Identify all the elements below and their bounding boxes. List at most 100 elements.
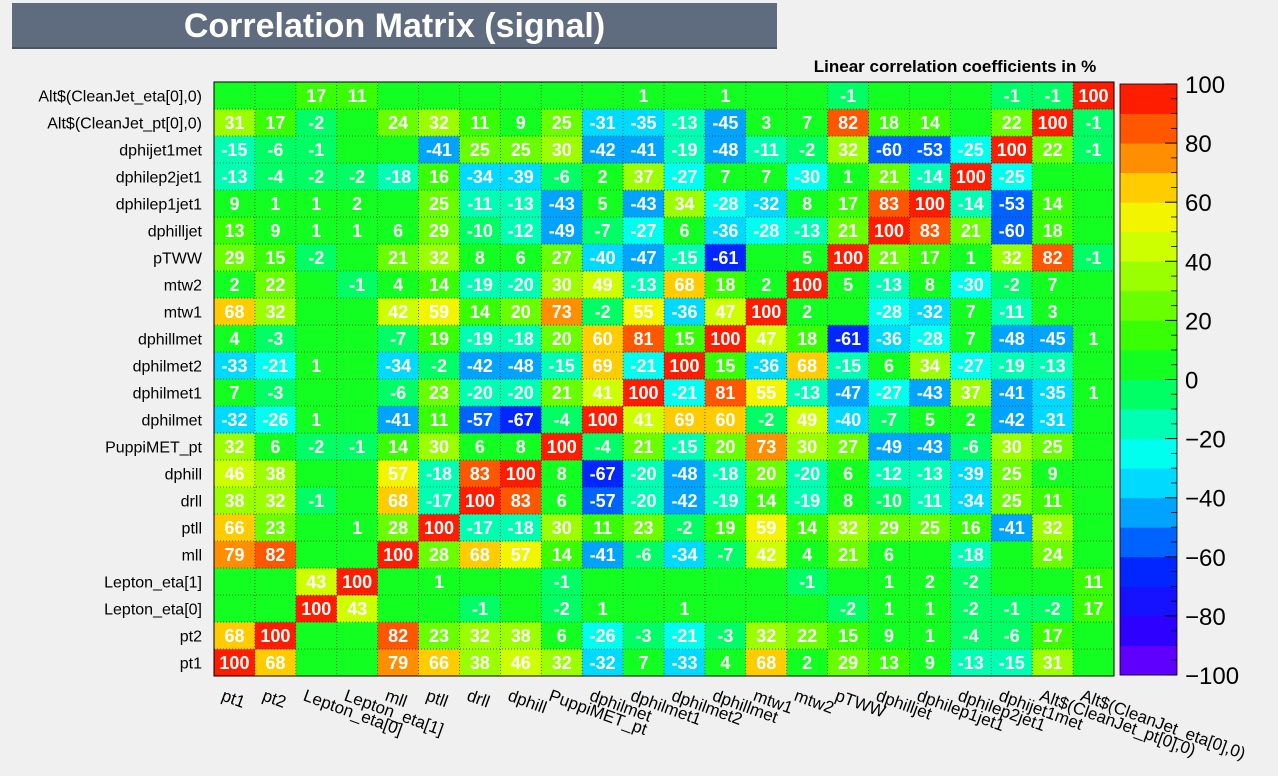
cell-value-label: 11 xyxy=(593,518,612,538)
heatmap-cell xyxy=(909,514,951,542)
heatmap-cell xyxy=(950,352,992,380)
heatmap-cell xyxy=(541,568,583,596)
heatmap-cell xyxy=(745,406,788,434)
heatmap-cell xyxy=(745,595,788,623)
heatmap-cell xyxy=(377,271,419,299)
heatmap-cell xyxy=(950,622,992,650)
heatmap-cell xyxy=(377,622,419,650)
heatmap-cell xyxy=(254,217,297,245)
cell-value-label: 25 xyxy=(1002,464,1022,484)
heatmap-cell xyxy=(336,325,378,353)
cell-value-label: -13 xyxy=(794,383,820,403)
heatmap-cell xyxy=(745,568,788,596)
cell-value-label: -21 xyxy=(671,626,697,646)
cell-value-label: 49 xyxy=(593,275,613,295)
heatmap-cell xyxy=(214,379,256,407)
cell-value-label: -13 xyxy=(631,275,657,295)
cell-value-label: -40 xyxy=(590,248,616,268)
cell-value-label: 7 xyxy=(720,167,730,187)
cell-value-label: 100 xyxy=(915,194,945,214)
heatmap-cell xyxy=(295,406,338,434)
heatmap-cell xyxy=(1032,190,1074,218)
heatmap-cell xyxy=(827,595,869,623)
cell-value-label: 14 xyxy=(470,302,490,322)
cell-value-label: -33 xyxy=(221,356,247,376)
heatmap-cell xyxy=(623,109,665,137)
heatmap-cell xyxy=(336,82,378,110)
plot-frame xyxy=(213,81,1115,677)
cell-value-label: -1 xyxy=(308,140,324,160)
heatmap-cell xyxy=(704,244,747,272)
cell-value-label: 11 xyxy=(1043,491,1062,511)
cell-value-label: 15 xyxy=(838,626,858,646)
heatmap-cell xyxy=(664,460,706,488)
cell-value-label: -1 xyxy=(1086,248,1102,268)
cell-value-label: -28 xyxy=(753,221,779,241)
palette-bin xyxy=(1120,143,1177,174)
cell-value-label: -41 xyxy=(631,140,657,160)
heatmap-cell xyxy=(541,514,583,542)
palette-bin xyxy=(1120,527,1177,558)
heatmap-cell xyxy=(664,136,706,164)
heatmap-cell xyxy=(745,487,788,515)
cell-value-label: 21 xyxy=(879,167,899,187)
heatmap-cell xyxy=(336,568,378,596)
heatmap-cell xyxy=(950,325,992,353)
cell-value-label: 30 xyxy=(797,437,817,457)
heatmap-cell xyxy=(1032,433,1074,461)
cell-value-label: 100 xyxy=(1079,86,1109,106)
cell-value-label: -27 xyxy=(631,221,657,241)
heatmap-cell xyxy=(868,595,910,623)
heatmap-cell xyxy=(582,379,624,407)
y-tick-label: pt2 xyxy=(180,629,202,646)
heatmap-cell xyxy=(500,271,542,299)
y-tick-label: PuppiMET_pt xyxy=(105,440,202,457)
heatmap-cell xyxy=(254,379,297,407)
cell-value-label: -36 xyxy=(753,356,779,376)
cell-value-label: 32 xyxy=(1043,518,1063,538)
heatmap-cell xyxy=(214,649,256,677)
cell-value-label: 32 xyxy=(756,626,776,646)
heatmap-cell xyxy=(827,217,869,245)
heatmap-cell xyxy=(704,163,747,191)
heatmap-cell xyxy=(868,136,910,164)
palette-bin xyxy=(1120,320,1177,351)
cell-value-label: 18 xyxy=(715,275,735,295)
heatmap-cell xyxy=(541,298,583,326)
x-tick-label: mtw2 xyxy=(792,686,837,718)
cell-value-label: -2 xyxy=(349,167,365,187)
heatmap-cell xyxy=(582,433,624,461)
cell-value-label: 100 xyxy=(629,383,659,403)
cell-value-label: -2 xyxy=(676,518,692,538)
heatmap-cell xyxy=(868,433,910,461)
heatmap-cell xyxy=(909,109,951,137)
heatmap-cell xyxy=(950,82,992,110)
heatmap-cell xyxy=(418,109,460,137)
cell-value-label: 1 xyxy=(598,599,608,619)
cell-value-label: 1 xyxy=(434,572,444,592)
heatmap-cell xyxy=(336,433,378,461)
palette-bin xyxy=(1120,586,1177,617)
cell-value-label: 16 xyxy=(429,167,449,187)
heatmap-cell xyxy=(295,190,338,218)
cell-value-label: 14 xyxy=(756,491,776,511)
palette-bin xyxy=(1120,615,1177,646)
cell-value-label: 6 xyxy=(557,491,567,511)
cell-value-label: -7 xyxy=(390,329,406,349)
heatmap-cell xyxy=(704,325,747,353)
cell-value-label: -1 xyxy=(799,572,815,592)
heatmap-cell xyxy=(418,352,460,380)
heatmap-cell xyxy=(582,244,624,272)
heatmap-cell xyxy=(541,82,583,110)
cell-value-label: 13 xyxy=(879,653,899,673)
heatmap-cell xyxy=(868,514,910,542)
heatmap-cell xyxy=(541,190,583,218)
heatmap-cell xyxy=(745,136,788,164)
cell-value-label: -6 xyxy=(963,437,979,457)
cell-value-label: 82 xyxy=(388,626,408,646)
cell-value-label: 82 xyxy=(838,113,858,133)
cell-value-label: 9 xyxy=(516,113,526,133)
heatmap-cell xyxy=(459,595,501,623)
cell-value-label: -48 xyxy=(671,464,697,484)
cell-value-label: 31 xyxy=(224,113,244,133)
